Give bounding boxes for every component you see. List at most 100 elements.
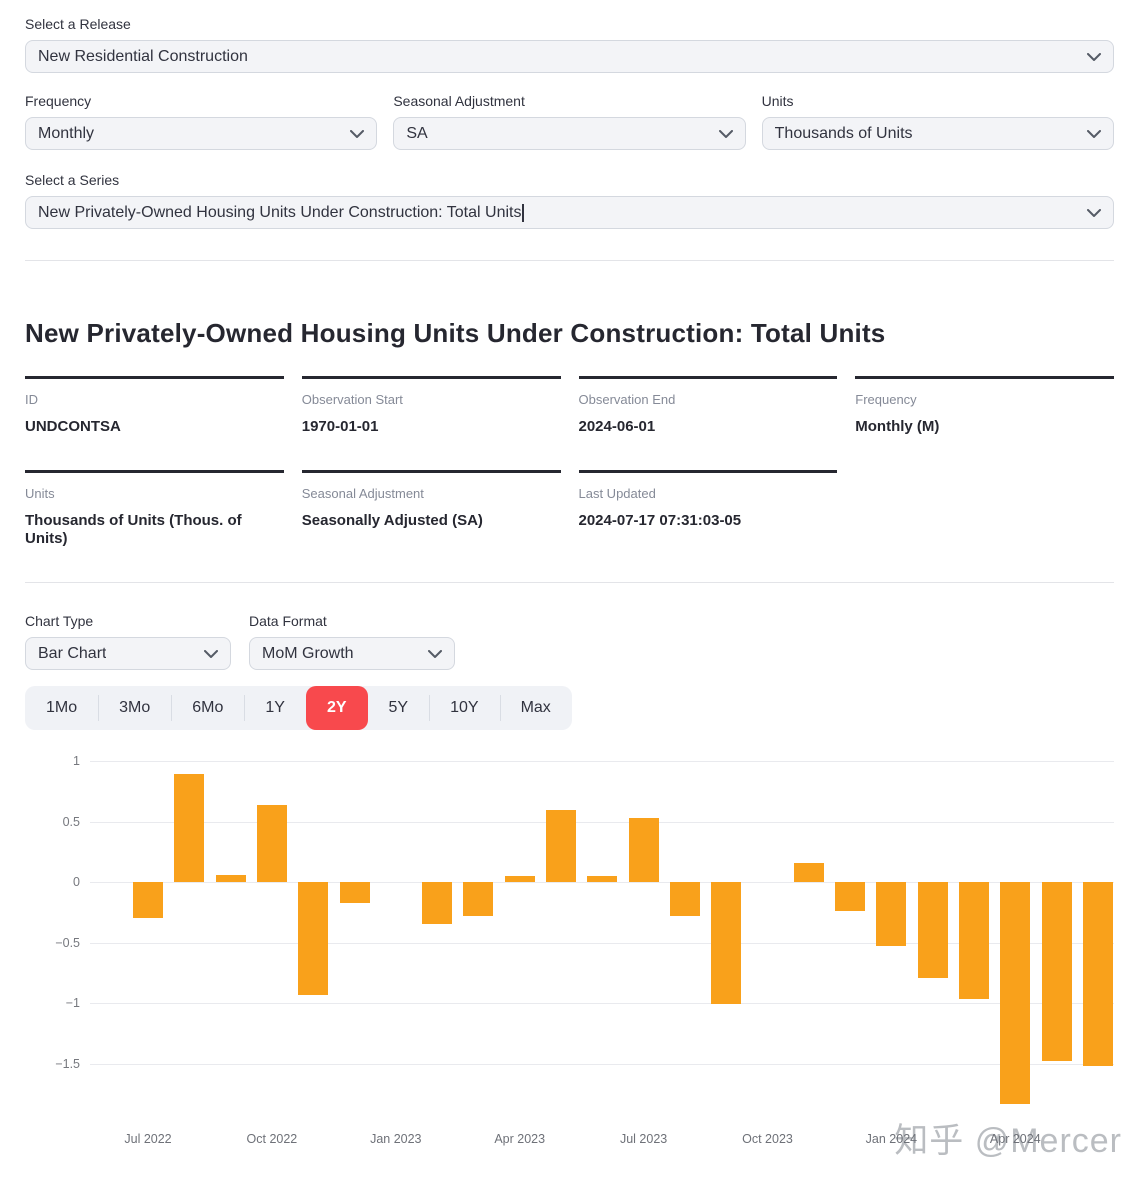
y-tick-label: −1	[65, 996, 80, 1011]
series-field: Select a Series New Privately-Owned Hous…	[25, 172, 1114, 229]
bar-2023-09[interactable]	[711, 882, 742, 1005]
bar-2024-03[interactable]	[959, 882, 989, 1000]
units-select-value: Thousands of Units	[774, 124, 913, 142]
chart-controls: Chart Type Bar Chart Data Format MoM Gro…	[25, 613, 1114, 670]
bar-2023-05[interactable]	[546, 809, 576, 883]
chart-type-field: Chart Type Bar Chart	[25, 613, 231, 670]
bar-2022-11[interactable]	[298, 882, 329, 995]
x-tick-label: Oct 2023	[742, 1132, 793, 1146]
chevron-down-icon	[418, 649, 442, 658]
bar-2023-08[interactable]	[669, 882, 700, 916]
series-label: Select a Series	[25, 172, 120, 188]
range-button-max[interactable]: Max	[499, 686, 572, 730]
gridline-y--1: −1	[66, 996, 1114, 1010]
chevron-down-icon	[340, 129, 365, 138]
meta-id: ID UNDCONTSA	[25, 376, 284, 470]
bar-2022-07[interactable]	[133, 882, 163, 919]
plot-area: 1 0.5 0 −0.5 −1 −1.5	[55, 749, 1114, 1112]
data-format-label: Data Format	[249, 613, 327, 629]
bar-2022-10[interactable]	[256, 804, 287, 883]
range-button-1mo[interactable]: 1Mo	[25, 686, 98, 730]
section-divider	[25, 260, 1114, 261]
gridline-y--1.5: −1.5	[55, 1057, 1114, 1071]
meta-seasonal-adjustment: Seasonal Adjustment Seasonally Adjusted …	[301, 470, 561, 582]
release-field: Select a Release New Residential Constru…	[25, 16, 1114, 73]
data-format-select[interactable]: MoM Growth	[249, 637, 455, 670]
data-format-select-value: MoM Growth	[262, 644, 354, 662]
text-cursor	[522, 203, 524, 222]
data-format-field: Data Format MoM Growth	[249, 613, 455, 670]
x-tick-label: Oct 2022	[246, 1132, 298, 1146]
units-field: Units Thousands of Units	[761, 93, 1114, 150]
chart-type-select-value: Bar Chart	[38, 644, 107, 662]
x-tick-label: Apr 2024	[989, 1132, 1041, 1146]
seasonal-adjustment-field: Seasonal Adjustment SA	[393, 93, 746, 150]
x-tick-label: Jan 2024	[865, 1132, 918, 1146]
bar-2023-12[interactable]	[835, 882, 866, 912]
units-label: Units	[761, 93, 794, 109]
series-select-value: New Privately-Owned Housing Units Under …	[38, 203, 522, 221]
seasonal-adjustment-label: Seasonal Adjustment	[393, 93, 525, 109]
series-select[interactable]: New Privately-Owned Housing Units Under …	[25, 196, 1114, 229]
bar-2024-05[interactable]	[1041, 882, 1072, 1062]
y-tick-label: 0	[73, 875, 80, 890]
page-title: New Privately-Owned Housing Units Under …	[25, 318, 886, 348]
series-metadata: ID UNDCONTSA Observation Start 1970-01-0…	[25, 376, 1114, 582]
chevron-down-icon	[1077, 208, 1101, 217]
range-button-10y[interactable]: 10Y	[429, 686, 499, 730]
bar-2023-06[interactable]	[587, 876, 618, 883]
meta-frequency: Frequency Monthly (M)	[855, 376, 1114, 470]
range-button-3mo[interactable]: 3Mo	[98, 686, 171, 730]
filter-row: Frequency Monthly Seasonal Adjustment SA…	[25, 93, 1114, 150]
bar-2022-09[interactable]	[215, 874, 246, 883]
meta-observation-start: Observation Start 1970-01-01	[301, 376, 561, 470]
x-tick-label: Jan 2023	[370, 1132, 422, 1146]
bar-2023-11[interactable]	[793, 862, 824, 883]
x-tick-label: Jul 2022	[124, 1132, 172, 1146]
frequency-select-value: Monthly	[38, 124, 95, 142]
release-select-value: New Residential Construction	[38, 47, 248, 65]
y-tick-label: −0.5	[55, 935, 80, 950]
y-tick-label: 1	[73, 754, 80, 769]
frequency-select[interactable]: Monthly	[25, 117, 378, 150]
seasonal-adjustment-select[interactable]: SA	[393, 117, 746, 150]
frequency-field: Frequency Monthly	[25, 93, 378, 150]
gridline-y-1: 1	[73, 754, 1114, 768]
gridline-y-0: 0	[73, 875, 1114, 889]
chevron-down-icon	[709, 129, 733, 138]
x-tick-label: Apr 2023	[494, 1132, 546, 1146]
range-button-1y[interactable]: 1Y	[244, 686, 306, 730]
release-select[interactable]: New Residential Construction	[25, 40, 1114, 73]
gridline-y--0.5: −0.5	[55, 936, 1114, 950]
bar-2024-04[interactable]	[1000, 882, 1031, 1104]
range-button-6mo[interactable]: 6Mo	[171, 686, 244, 730]
range-button-5y[interactable]: 5Y	[368, 686, 430, 730]
y-tick-label: −1.5	[55, 1056, 80, 1071]
section-divider	[25, 582, 1114, 583]
x-tick-label: Jul 2023	[619, 1132, 668, 1146]
bar-2023-07[interactable]	[628, 817, 659, 883]
bar-2024-02[interactable]	[917, 882, 948, 978]
bar-2022-08[interactable]	[174, 774, 205, 883]
gridline-y-0.5: 0.5	[63, 815, 1114, 829]
bar-2023-03[interactable]	[463, 882, 494, 916]
bar-2023-04[interactable]	[504, 876, 535, 883]
bar-chart: 1 0.5 0 −0.5 −1 −1.5 知乎 @Mercer Jul 2022 Oct 2…	[25, 749, 1121, 1160]
bar-2024-01[interactable]	[876, 882, 907, 947]
chevron-down-icon	[1077, 129, 1101, 138]
units-select[interactable]: Thousands of Units	[761, 117, 1114, 150]
chart-type-label: Chart Type	[25, 613, 94, 629]
frequency-label: Frequency	[25, 93, 92, 109]
meta-units: Units Thousands of Units (Thous. of Unit…	[25, 470, 284, 582]
bar-2023-02[interactable]	[422, 882, 453, 925]
seasonal-adjustment-select-value: SA	[406, 124, 428, 142]
chevron-down-icon	[194, 649, 218, 658]
release-label: Select a Release	[25, 16, 131, 32]
range-button-2y[interactable]: 2Y	[305, 686, 368, 730]
meta-observation-end: Observation End 2024-06-01	[578, 376, 838, 470]
bar-2024-06[interactable]	[1082, 882, 1113, 1066]
meta-last-updated: Last Updated 2024-07-17 07:31:03-05	[578, 470, 838, 582]
meta-empty-cell	[855, 470, 1114, 582]
chart-type-select[interactable]: Bar Chart	[25, 637, 231, 670]
bar-2022-12[interactable]	[339, 882, 370, 903]
